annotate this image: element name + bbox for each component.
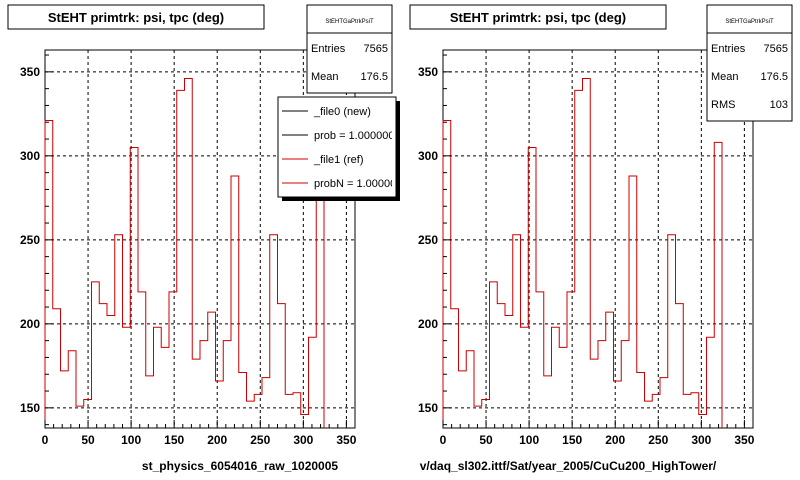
stats-box <box>306 4 393 94</box>
legend-entry-label: prob = 1.000000 <box>314 130 394 142</box>
x-tick-label: 200 <box>605 433 625 447</box>
x-tick-label: 350 <box>336 433 356 447</box>
legend-entry-label: _file1 (ref) <box>313 154 364 166</box>
x-tick-label: 150 <box>562 433 582 447</box>
y-tick-label: 250 <box>20 233 40 247</box>
x-tick-label: 0 <box>440 433 447 447</box>
y-tick-label: 200 <box>20 317 40 331</box>
y-tick-label: 350 <box>418 65 438 79</box>
stats-label: RMS <box>711 99 735 111</box>
y-tick-label: 300 <box>418 149 438 163</box>
stats-box-name: StEHTGaPtrkPsiT <box>325 19 374 25</box>
stats-value: 7565 <box>364 43 388 55</box>
histogram-series-1 <box>442 78 723 428</box>
x-tick-label: 250 <box>648 433 668 447</box>
stats-label: Mean <box>711 71 739 83</box>
y-tick-label: 150 <box>418 401 438 415</box>
x-tick-label: 100 <box>121 433 141 447</box>
stats-box-name: StEHTGaPtrkPsiT <box>725 19 774 25</box>
stats-box <box>706 4 793 122</box>
title-box <box>409 4 667 30</box>
stats-label: Mean <box>311 71 339 83</box>
chart-panel-1: 0 50 100 150 200 250 300 350 150 200 250 300 350 st_p… <box>7 4 402 473</box>
x-axis-label: st_physics_6054016_raw_1020005 <box>142 459 338 473</box>
y-tick-label: 350 <box>20 65 40 79</box>
chart-panel-2: 0 50 100 150 200 250 300 350 150 200 250 300 350 v/da… <box>409 4 793 473</box>
title-box <box>7 4 265 30</box>
x-axis-label: v/daq_sl302.ittf/Sat/year_2005/CuCu200_H… <box>420 459 717 473</box>
legend-entry-label: _file0 (new) <box>313 106 371 118</box>
stats-value: 176.5 <box>760 71 788 83</box>
x-tick-label: 100 <box>519 433 539 447</box>
y-tick-label: 200 <box>418 317 438 331</box>
y-tick-label: 300 <box>20 149 40 163</box>
x-tick-label: 250 <box>250 433 270 447</box>
chart-title: StEHT primtrk: psi, tpc (deg) <box>450 10 626 25</box>
stats-value: 7565 <box>764 43 788 55</box>
y-tick-label: 250 <box>418 233 438 247</box>
stats-value: 176.5 <box>360 71 388 83</box>
stats-label: Entries <box>311 43 346 55</box>
x-tick-label: 300 <box>691 433 711 447</box>
legend-box <box>277 96 397 198</box>
x-tick-label: 50 <box>479 433 493 447</box>
x-tick-label: 50 <box>81 433 95 447</box>
chart-title: StEHT primtrk: psi, tpc (deg) <box>48 10 224 25</box>
histogram-series-1 <box>44 78 325 428</box>
x-tick-label: 200 <box>207 433 227 447</box>
x-tick-label: 350 <box>734 433 754 447</box>
legend: _file0 (new) prob = 1.000000 _file1 (ref) p… <box>277 96 402 201</box>
x-tick-label: 0 <box>42 433 49 447</box>
legend-entry-label: probN = 1.000000 <box>314 178 402 190</box>
x-tick-label: 300 <box>293 433 313 447</box>
stats-value: 103 <box>770 99 788 111</box>
y-tick-label: 150 <box>20 401 40 415</box>
x-tick-label: 150 <box>164 433 184 447</box>
stats-label: Entries <box>711 43 746 55</box>
